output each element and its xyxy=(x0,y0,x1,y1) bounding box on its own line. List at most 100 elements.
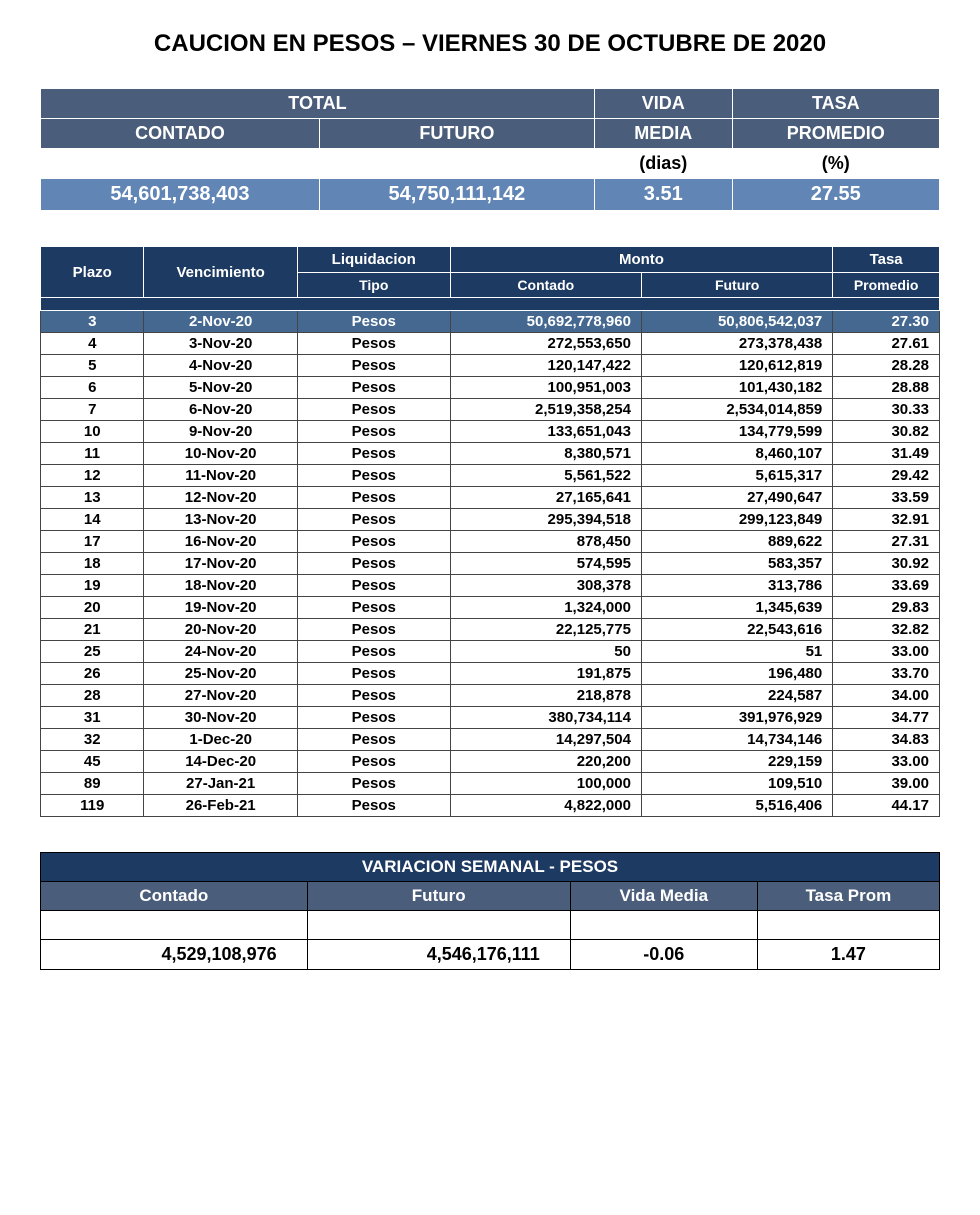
cell-contado: 2,519,358,254 xyxy=(450,399,641,421)
table-row: 3130-Nov-20Pesos380,734,114391,976,92934… xyxy=(41,707,940,729)
cell-vencimiento: 1-Dec-20 xyxy=(144,729,297,751)
cell-tipo: Pesos xyxy=(297,421,450,443)
table-row: 1918-Nov-20Pesos308,378313,78633.69 xyxy=(41,575,940,597)
cell-futuro: 889,622 xyxy=(641,531,832,553)
cell-plazo: 13 xyxy=(41,487,144,509)
cell-tipo: Pesos xyxy=(297,707,450,729)
weekly-value-futuro: 4,546,176,111 xyxy=(307,940,570,970)
cell-futuro: 50,806,542,037 xyxy=(641,311,832,333)
cell-futuro: 134,779,599 xyxy=(641,421,832,443)
cell-tipo: Pesos xyxy=(297,531,450,553)
cell-futuro: 120,612,819 xyxy=(641,355,832,377)
cell-plazo: 21 xyxy=(41,619,144,641)
cell-contado: 574,595 xyxy=(450,553,641,575)
summary-header-media: MEDIA xyxy=(594,119,732,149)
cell-tipo: Pesos xyxy=(297,773,450,795)
weekly-header-futuro: Futuro xyxy=(307,882,570,911)
detail-table: Plazo Vencimiento Liquidacion Monto Tasa… xyxy=(40,246,940,817)
table-row: 2827-Nov-20Pesos218,878224,58734.00 xyxy=(41,685,940,707)
summary-unit-pct: (%) xyxy=(732,149,939,179)
table-row: 1110-Nov-20Pesos8,380,5718,460,10731.49 xyxy=(41,443,940,465)
cell-tasa: 30.82 xyxy=(833,421,940,443)
cell-futuro: 8,460,107 xyxy=(641,443,832,465)
cell-futuro: 583,357 xyxy=(641,553,832,575)
cell-futuro: 2,534,014,859 xyxy=(641,399,832,421)
cell-futuro: 14,734,146 xyxy=(641,729,832,751)
cell-tasa: 33.70 xyxy=(833,663,940,685)
detail-header-contado: Contado xyxy=(450,273,641,298)
cell-futuro: 299,123,849 xyxy=(641,509,832,531)
cell-vencimiento: 17-Nov-20 xyxy=(144,553,297,575)
cell-tasa: 27.61 xyxy=(833,333,940,355)
cell-futuro: 1,345,639 xyxy=(641,597,832,619)
summary-unit-dias: (dias) xyxy=(594,149,732,179)
cell-contado: 133,651,043 xyxy=(450,421,641,443)
cell-futuro: 101,430,182 xyxy=(641,377,832,399)
detail-header-spacer xyxy=(41,298,940,311)
cell-contado: 380,734,114 xyxy=(450,707,641,729)
cell-plazo: 26 xyxy=(41,663,144,685)
cell-tipo: Pesos xyxy=(297,685,450,707)
cell-futuro: 27,490,647 xyxy=(641,487,832,509)
cell-tipo: Pesos xyxy=(297,311,450,333)
summary-header-promedio: PROMEDIO xyxy=(732,119,939,149)
summary-value-contado: 54,601,738,403 xyxy=(41,179,320,211)
cell-futuro: 196,480 xyxy=(641,663,832,685)
cell-plazo: 119 xyxy=(41,795,144,817)
cell-contado: 27,165,641 xyxy=(450,487,641,509)
cell-vencimiento: 11-Nov-20 xyxy=(144,465,297,487)
cell-contado: 308,378 xyxy=(450,575,641,597)
cell-vencimiento: 9-Nov-20 xyxy=(144,421,297,443)
detail-header-liquidacion: Liquidacion xyxy=(297,247,450,273)
cell-tipo: Pesos xyxy=(297,641,450,663)
page-title: CAUCION EN PESOS – VIERNES 30 DE OCTUBRE… xyxy=(40,30,940,58)
cell-tasa: 39.00 xyxy=(833,773,940,795)
summary-header-contado: CONTADO xyxy=(41,119,320,149)
cell-contado: 220,200 xyxy=(450,751,641,773)
cell-futuro: 224,587 xyxy=(641,685,832,707)
cell-vencimiento: 3-Nov-20 xyxy=(144,333,297,355)
cell-plazo: 12 xyxy=(41,465,144,487)
cell-vencimiento: 13-Nov-20 xyxy=(144,509,297,531)
detail-header-monto: Monto xyxy=(450,247,833,273)
table-row: 1211-Nov-20Pesos5,561,5225,615,31729.42 xyxy=(41,465,940,487)
cell-tasa: 44.17 xyxy=(833,795,940,817)
cell-vencimiento: 16-Nov-20 xyxy=(144,531,297,553)
cell-tipo: Pesos xyxy=(297,377,450,399)
cell-plazo: 45 xyxy=(41,751,144,773)
cell-contado: 120,147,422 xyxy=(450,355,641,377)
cell-tipo: Pesos xyxy=(297,597,450,619)
cell-tasa: 30.33 xyxy=(833,399,940,421)
cell-plazo: 6 xyxy=(41,377,144,399)
cell-plazo: 10 xyxy=(41,421,144,443)
cell-contado: 878,450 xyxy=(450,531,641,553)
cell-tipo: Pesos xyxy=(297,729,450,751)
cell-tipo: Pesos xyxy=(297,575,450,597)
detail-header-futuro: Futuro xyxy=(641,273,832,298)
cell-plazo: 11 xyxy=(41,443,144,465)
cell-contado: 4,822,000 xyxy=(450,795,641,817)
summary-header-total: TOTAL xyxy=(41,89,595,119)
weekly-blank xyxy=(757,911,939,940)
cell-contado: 272,553,650 xyxy=(450,333,641,355)
cell-tipo: Pesos xyxy=(297,443,450,465)
cell-plazo: 18 xyxy=(41,553,144,575)
cell-tasa: 29.83 xyxy=(833,597,940,619)
table-row: 4514-Dec-20Pesos220,200229,15933.00 xyxy=(41,751,940,773)
cell-tasa: 28.28 xyxy=(833,355,940,377)
detail-header-tasa: Tasa xyxy=(833,247,940,273)
cell-plazo: 7 xyxy=(41,399,144,421)
cell-vencimiento: 25-Nov-20 xyxy=(144,663,297,685)
cell-contado: 100,951,003 xyxy=(450,377,641,399)
table-row: 11926-Feb-21Pesos4,822,0005,516,40644.17 xyxy=(41,795,940,817)
cell-contado: 50,692,778,960 xyxy=(450,311,641,333)
cell-vencimiento: 4-Nov-20 xyxy=(144,355,297,377)
cell-futuro: 51 xyxy=(641,641,832,663)
summary-table: TOTAL VIDA TASA CONTADO FUTURO MEDIA PRO… xyxy=(40,88,940,211)
cell-tipo: Pesos xyxy=(297,553,450,575)
cell-plazo: 5 xyxy=(41,355,144,377)
cell-tasa: 29.42 xyxy=(833,465,940,487)
detail-header-promedio: Promedio xyxy=(833,273,940,298)
cell-plazo: 28 xyxy=(41,685,144,707)
cell-vencimiento: 26-Feb-21 xyxy=(144,795,297,817)
